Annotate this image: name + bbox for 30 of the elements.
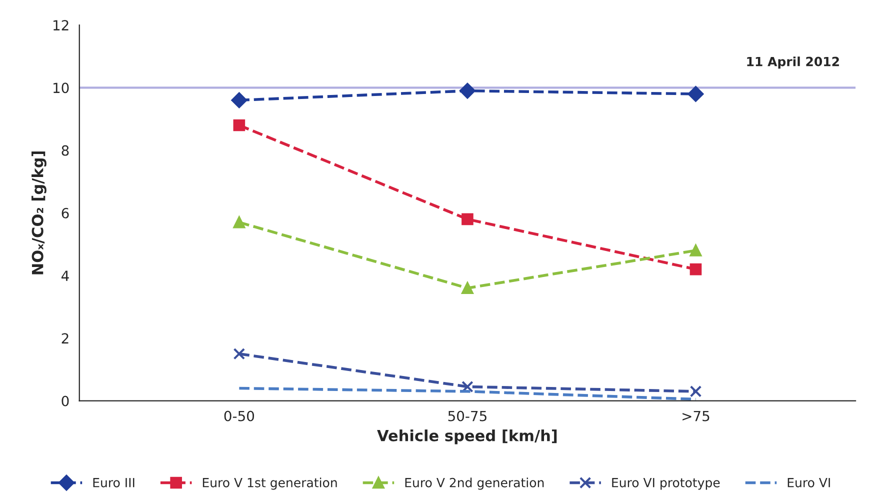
- legend-label: Euro V 2nd generation: [405, 478, 544, 490]
- legend-label: Euro VI: [788, 478, 830, 488]
- y-tick-label: 6: [62, 208, 69, 218]
- x-tick-label: >75: [682, 410, 710, 422]
- y-tick-label: 10: [54, 82, 69, 94]
- point: [462, 213, 474, 226]
- x-tick-label: 0-50: [224, 410, 254, 422]
- point: [688, 86, 704, 102]
- y-tick-label: 8: [62, 145, 69, 156]
- legend-label: Euro III: [93, 478, 134, 488]
- point: [231, 92, 248, 108]
- point: [233, 216, 246, 228]
- point: [690, 263, 702, 276]
- annotation: 11 April 2012: [747, 56, 839, 69]
- legend-label: Euro VI prototype: [612, 478, 720, 490]
- x-axis-title: Vehicle speed [km/h]: [377, 430, 557, 444]
- y-tick-label: 0: [62, 396, 69, 406]
- point: [462, 380, 474, 393]
- point: [462, 282, 474, 294]
- point: [690, 244, 702, 256]
- y-tick-label: 4: [62, 270, 69, 281]
- point: [233, 348, 246, 360]
- y-axis-title: NOₓ/CO₂ [g/kg]: [32, 152, 46, 274]
- y-tick-label: 12: [54, 20, 68, 30]
- x-tick-label: 50-75: [448, 410, 486, 422]
- point: [233, 119, 246, 132]
- legend-label: Euro V 1st generation: [202, 478, 337, 490]
- y-tick-label: 2: [62, 333, 68, 344]
- point: [690, 386, 702, 398]
- point: [460, 82, 476, 99]
